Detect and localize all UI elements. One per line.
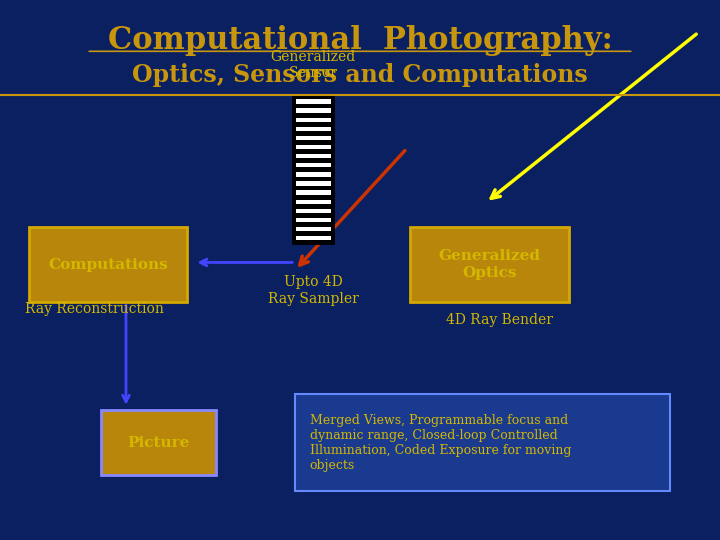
Bar (29, 227, 187, 302)
Bar (296, 154, 330, 158)
Bar (296, 236, 330, 240)
Text: Optics, Sensors and Computations: Optics, Sensors and Computations (132, 63, 588, 86)
Bar (101, 410, 216, 475)
Text: 4D Ray Bender: 4D Ray Bender (446, 313, 554, 327)
Text: Merged Views, Programmable focus and
dynamic range, Closed-loop Controlled
Illum: Merged Views, Programmable focus and dyn… (310, 414, 571, 472)
Bar (296, 109, 330, 113)
Bar (294, 97, 333, 243)
Bar (410, 227, 569, 302)
Bar (296, 136, 330, 140)
Bar (296, 163, 330, 167)
Bar (295, 394, 670, 491)
Text: Computational  Photography:: Computational Photography: (107, 25, 613, 56)
Bar (294, 97, 333, 243)
Bar (296, 99, 330, 104)
Text: Picture: Picture (127, 436, 189, 450)
Text: Generalized
Optics: Generalized Optics (438, 249, 541, 280)
Text: Upto 4D
Ray Sampler: Upto 4D Ray Sampler (268, 275, 359, 306)
Bar (296, 181, 330, 186)
Bar (296, 191, 330, 195)
Bar (296, 200, 330, 204)
Text: Generalized
Sensor: Generalized Sensor (271, 50, 356, 80)
Bar (296, 227, 330, 231)
Bar (296, 145, 330, 149)
Bar (296, 172, 330, 177)
Bar (296, 127, 330, 131)
Text: Ray Reconstruction: Ray Reconstruction (25, 302, 164, 316)
Text: Computations: Computations (48, 258, 168, 272)
Bar (296, 118, 330, 122)
Bar (296, 218, 330, 222)
Bar (296, 208, 330, 213)
